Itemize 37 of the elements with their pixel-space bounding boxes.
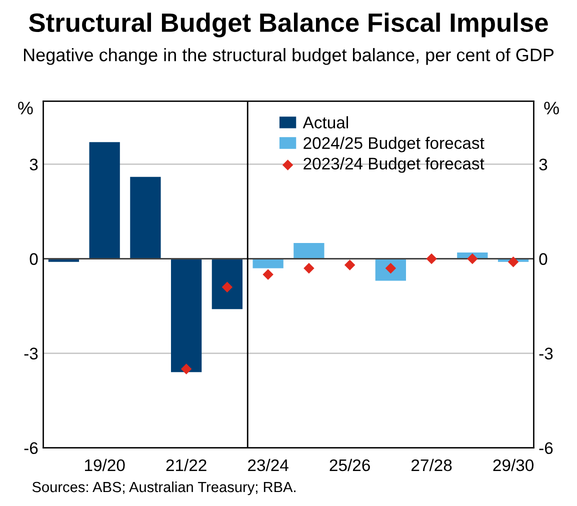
source-note: Sources: ABS; Australian Treasury; RBA. <box>32 481 296 496</box>
y2-tick-label: 0 <box>539 253 548 265</box>
y-tick-label: -6 <box>24 442 38 454</box>
y2-axis-title: % <box>544 102 559 114</box>
bar <box>130 176 161 259</box>
bar <box>252 258 284 268</box>
y-tick-label: 0 <box>30 253 38 265</box>
legend-label: 2024/25 Budget forecast <box>304 136 484 152</box>
x-tick-label: 21/22 <box>166 458 206 472</box>
x-tick-label: 19/20 <box>85 458 125 472</box>
y-tick-label: -3 <box>24 348 38 360</box>
y2-tick-label: 3 <box>539 158 548 170</box>
y2-tick-label: -3 <box>539 348 553 360</box>
point <box>262 269 274 280</box>
y2-tick-label: -6 <box>539 442 553 454</box>
bar <box>89 142 120 259</box>
point <box>467 253 478 264</box>
legend-label: 2023/24 Budget forecast <box>304 157 484 173</box>
bar <box>170 258 202 372</box>
y-tick-label: 3 <box>30 158 38 170</box>
x-tick-label: 27/28 <box>412 458 452 472</box>
point <box>508 256 519 268</box>
point <box>426 253 437 264</box>
x-tick-label: 25/26 <box>330 458 370 472</box>
bar <box>294 242 324 259</box>
point <box>344 260 356 270</box>
bar <box>375 258 406 281</box>
point <box>180 364 192 374</box>
x-tick-label: 29/30 <box>493 458 534 472</box>
legend-label: Actual <box>302 116 348 128</box>
point <box>222 282 233 292</box>
x-tick-label: 23/24 <box>248 458 288 472</box>
chart-subtitle: Negative change in the structural budget balance, per cent of GDP <box>24 48 554 65</box>
bar <box>212 258 243 310</box>
point <box>304 262 314 274</box>
y-axis-title: % <box>18 102 33 114</box>
chart-title: Structural Budget Balance Fiscal Impulse <box>28 12 548 38</box>
